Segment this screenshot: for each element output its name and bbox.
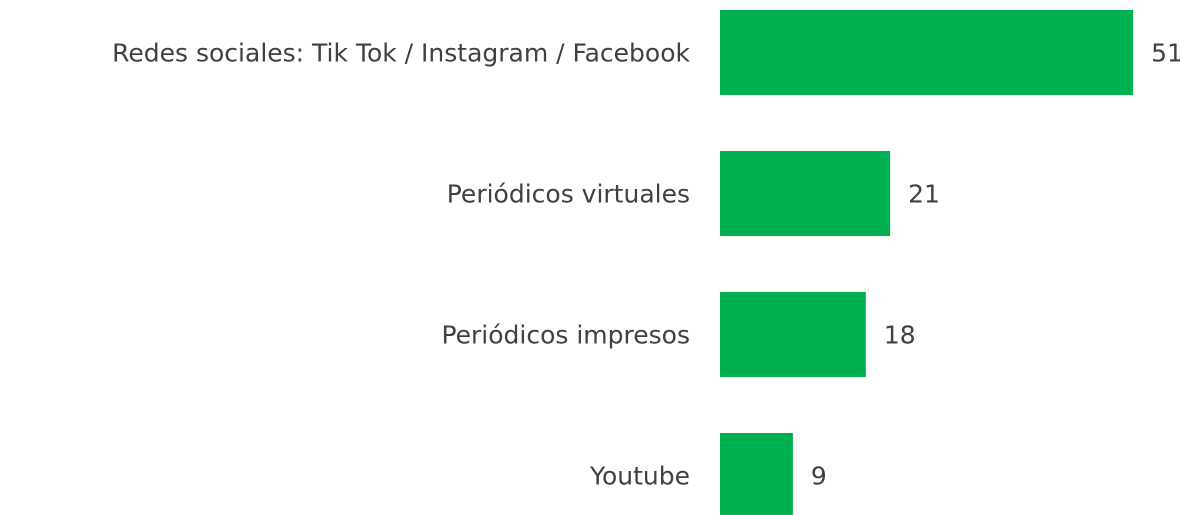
- category-label: Periódicos virtuales: [447, 180, 690, 209]
- value-label: 18: [884, 321, 916, 350]
- value-label: 9: [811, 462, 827, 491]
- bar: [720, 10, 1134, 95]
- category-label: Periódicos impresos: [441, 321, 690, 350]
- value-label: 21: [908, 180, 940, 209]
- bar: [720, 292, 866, 377]
- category-label: Redes sociales: Tik Tok / Instagram / Fa…: [112, 39, 690, 68]
- bar: [720, 433, 793, 515]
- value-label: 51: [1151, 39, 1180, 68]
- category-label: Youtube: [589, 462, 690, 491]
- bar: [720, 151, 891, 236]
